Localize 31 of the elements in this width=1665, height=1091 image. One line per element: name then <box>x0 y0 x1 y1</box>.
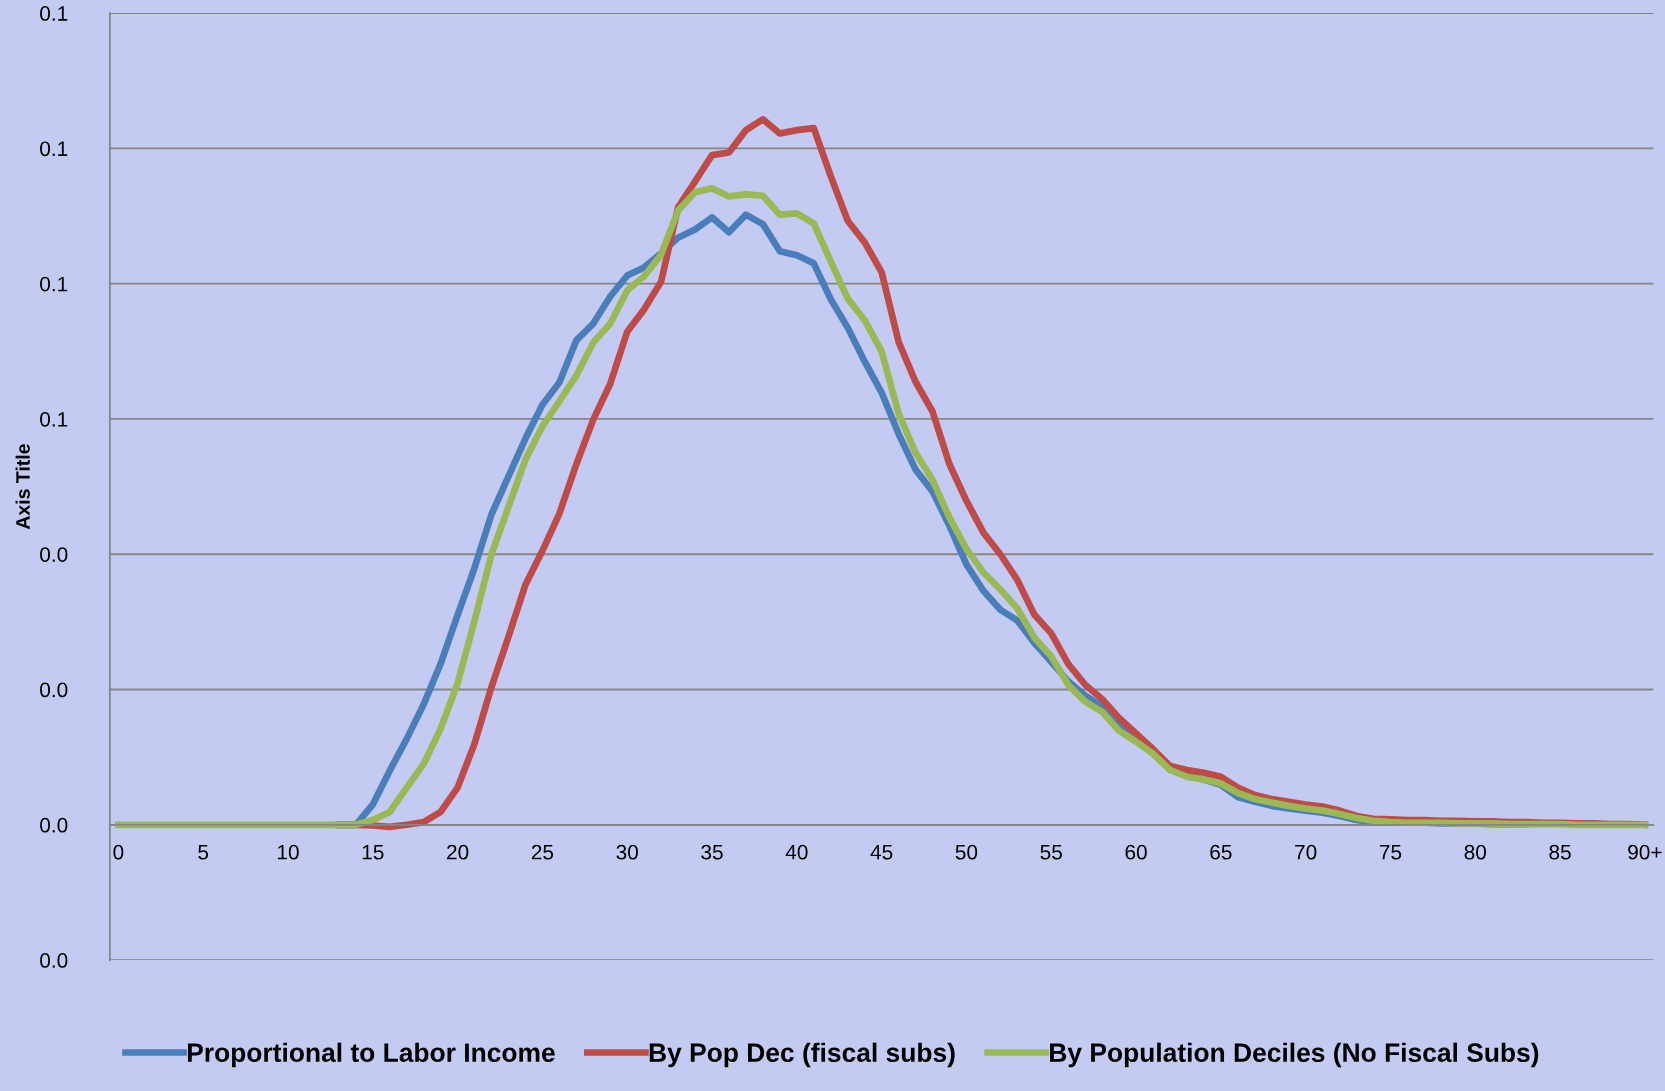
y-axis-title: Axis Title <box>15 444 30 530</box>
y-tick-label: 0.0 <box>40 953 68 968</box>
x-tick-label: 30 <box>616 844 638 860</box>
y-tick-label: 0.0 <box>40 547 68 562</box>
x-tick-label: 0 <box>113 844 124 860</box>
x-tick-label: 15 <box>362 845 384 860</box>
x-tick-label: 50 <box>955 844 978 860</box>
x-tick-label: 65 <box>1210 844 1232 860</box>
y-tick-label: 0.0 <box>40 817 68 833</box>
x-tick-label: 20 <box>447 844 469 860</box>
x-tick-label: 60 <box>1125 844 1147 860</box>
x-tick-label: 75 <box>1379 845 1402 860</box>
x-tick-label: 70 <box>1295 844 1317 860</box>
y-tick-label: 0.1 <box>40 276 68 292</box>
x-tick-label: 25 <box>531 844 554 860</box>
legend-label: By Pop Dec (fiscal subs) <box>649 1042 955 1068</box>
y-tick-label: 0.0 <box>40 682 68 698</box>
y-tick-label: 0.1 <box>40 411 68 427</box>
x-tick-label: 35 <box>701 844 723 860</box>
x-tick-label: 55 <box>1040 845 1062 860</box>
y-tick-label: 0.1 <box>40 141 68 157</box>
y-tick-label: 0.1 <box>40 6 68 21</box>
x-tick-label: 10 <box>277 844 299 860</box>
legend-label: By Population Deciles (No Fiscal Subs) <box>1050 1042 1539 1068</box>
x-tick-label: 45 <box>870 845 893 860</box>
x-tick-label: 90+ <box>1628 844 1662 860</box>
x-tick-label: 40 <box>785 844 808 860</box>
x-tick-label: 85 <box>1549 844 1571 860</box>
x-tick-label: 5 <box>198 845 209 860</box>
legend-label: Proportional to Labor Income <box>187 1042 555 1068</box>
x-tick-label: 80 <box>1464 844 1487 860</box>
